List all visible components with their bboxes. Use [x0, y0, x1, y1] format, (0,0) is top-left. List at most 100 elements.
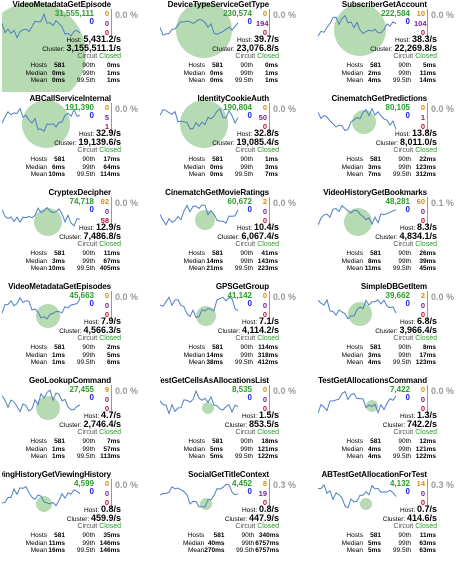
request-count: 230,574	[223, 9, 252, 18]
median-label: Median	[341, 351, 363, 359]
mean-value: 38ms	[206, 359, 223, 366]
request-count: 4,452	[231, 479, 252, 488]
cluster-rate-value: 853.5/s	[248, 419, 279, 429]
latency-table: Hosts 581 90th 41ms Median 14ms 99th 143ms Mea…	[160, 250, 315, 273]
card-title: GPSGetGroup	[215, 282, 269, 291]
short-circuited-count: 0	[89, 17, 94, 26]
host-rate-value: 39.7/s	[253, 34, 279, 44]
card-title: CinematchGetPredictions	[331, 94, 427, 103]
sparkline-chart	[160, 296, 239, 326]
timeout-count: 60	[416, 197, 425, 206]
cluster-rate-value: 19,139.6/s	[78, 137, 121, 147]
circuit-card[interactable]: SubscriberGetAccount 222,584 0 10 104 0 …	[318, 0, 473, 92]
circuit-card[interactable]: GeoLookupCommand 27,455 0 9 0 0 0.0 % Ho…	[2, 376, 157, 468]
hosts-label: Hosts	[188, 156, 205, 163]
circuit-card[interactable]: SocialGetTitleContext 4,452 0 8 19 0 0.3…	[160, 470, 315, 562]
p99-value: 1ms	[264, 69, 278, 77]
circuit-card[interactable]: GPSGetGroup 41,142 0 0 0 0 0.0 % Host: 7…	[160, 282, 315, 374]
circuit-state: Closed	[257, 335, 279, 342]
circuit-card[interactable]: IdentityCookieAuth 190,804 0 0 50 0 0.0 …	[160, 94, 315, 186]
rate-sparkline	[2, 296, 81, 320]
circuit-card[interactable]: ABTestGetAllocationsCommand 7,422 0 0 0 …	[318, 376, 473, 468]
host-rate-value: 10.4/s	[253, 222, 279, 232]
circuit-label: Circuit	[235, 147, 256, 154]
card-title: VideoMetadataGetEpisode	[12, 0, 112, 9]
timeout-count: 0	[420, 385, 425, 394]
failure-count: 0	[262, 498, 267, 507]
p995-label: 99.5th	[236, 547, 255, 554]
circuit-label: Circuit	[77, 53, 98, 60]
circuit-label: Circuit	[393, 53, 414, 60]
card-title: VideoMetadataGetEpisodes	[8, 282, 111, 291]
circuit-card[interactable]: ViewingHistoryGetViewingHistory 4,599 0 …	[2, 470, 157, 562]
error-counts: 0 5 1	[98, 103, 112, 132]
p99-label: 99th	[398, 539, 411, 547]
hosts-label: Hosts	[346, 532, 363, 539]
error-percentage: 0.3 %	[431, 480, 455, 490]
card-title: SubscriberGetAccount	[341, 0, 427, 9]
host-rate: Host: 5,431.2/s	[66, 34, 121, 44]
failure-count: 0	[262, 28, 267, 37]
request-count: 7,422	[389, 385, 410, 394]
p99-label: 99th	[82, 539, 95, 547]
p99-label: 99th	[240, 69, 253, 77]
host-rate-value: 6.8/s	[416, 316, 437, 326]
circuit-card[interactable]: VideoMetadataGetEpisode 31,555,111 0 0 0…	[2, 0, 157, 92]
p99-value: 1ms	[106, 69, 120, 77]
rate-sparkline	[160, 108, 239, 130]
sparkline-chart	[160, 389, 239, 416]
card-title: ABCallServiceInternal	[29, 94, 112, 103]
circuit-card[interactable]: VideoHistoryGetBookmarks 48,281 0 60 0 0…	[318, 188, 473, 280]
rate-sparkline	[318, 298, 397, 320]
hosts-label: Hosts	[30, 62, 47, 69]
median-label: Median	[25, 445, 47, 453]
circuit-state: Closed	[415, 53, 437, 60]
circuit-label: Circuit	[77, 241, 98, 248]
error-counts: 2 0 0	[256, 197, 270, 226]
mean-label: Mean	[346, 171, 363, 178]
short-circuited-count: 0	[405, 17, 410, 26]
error-percentage: 0.0 %	[115, 292, 139, 302]
rejected-count: 194	[256, 18, 269, 28]
p995-label: 99.5th	[392, 265, 411, 272]
circuit-status: Circuit Closed	[77, 523, 121, 530]
p90-label: 90th	[398, 532, 411, 539]
circuit-card[interactable]: CinematchGetPredictions 80,105 0 0 1 0 0…	[318, 94, 473, 186]
mean-value: 270ms	[204, 547, 225, 554]
circuit-card[interactable]: DeviceTypeServiceGetType 230,574 0 0 194…	[160, 0, 315, 92]
median-value: 40ms	[207, 539, 225, 547]
hosts-label: Hosts	[30, 532, 47, 539]
timeout-count: 14	[416, 479, 425, 488]
circuit-label: Circuit	[393, 241, 414, 248]
circuit-card[interactable]: VideoMetadataGetEpisodes 45,663 0 0 0 0 …	[2, 282, 157, 374]
short-circuited-count: 0	[247, 487, 252, 496]
rejected-count: 0	[262, 394, 267, 404]
p99-label: 99th	[240, 351, 253, 359]
circuit-card[interactable]: CinematchGetMovieRatings 60,672 0 2 0 0 …	[160, 188, 315, 280]
p90-label: 90th	[240, 438, 253, 445]
circuit-card[interactable]: ABTestGetCellsAsAllocationsList 8,535 0 …	[160, 376, 315, 468]
rate-sparkline	[318, 107, 397, 132]
circuit-card[interactable]: SimpleDBGetItem 39,662 0 2 0 0 0.0 % Hos…	[318, 282, 473, 374]
p99-label: 99th	[398, 69, 411, 77]
circuit-status: Circuit Closed	[235, 241, 279, 248]
failure-count: 0	[420, 498, 425, 507]
circuit-status: Circuit Closed	[393, 523, 437, 530]
sparkline-chart	[160, 2, 239, 58]
circuit-card[interactable]: ABCallServiceInternal 191,390 0 0 5 1 0.…	[2, 94, 157, 186]
volume-circle	[195, 210, 215, 230]
host-rate-value: 0.8/s	[100, 504, 121, 514]
failure-count: 0	[104, 310, 109, 319]
hosts-value: 581	[54, 344, 65, 351]
circuit-card[interactable]: ABTestGetAllocationForTest 4,132 0 14 0 …	[318, 470, 473, 562]
rate-sparkline	[160, 483, 239, 508]
host-rate: Host: 1.3/s	[399, 410, 437, 420]
mean-value: 1ms	[51, 453, 65, 460]
card-title: ViewingHistoryGetViewingHistory	[2, 470, 111, 479]
rate-sparkline	[2, 107, 81, 132]
circuit-card[interactable]: CryptexDecipher 74,718 0 92 0 58 0.0 % H…	[2, 188, 157, 280]
median-value: 0ms	[209, 69, 223, 77]
circuit-label: Circuit	[235, 241, 256, 248]
rate-sparkline	[318, 14, 397, 37]
